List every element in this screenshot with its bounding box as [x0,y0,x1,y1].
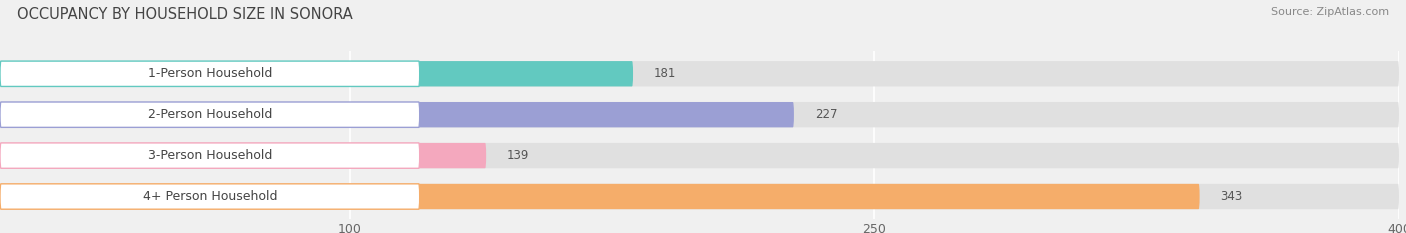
FancyBboxPatch shape [0,61,1399,86]
Text: 343: 343 [1220,190,1243,203]
FancyBboxPatch shape [0,102,794,127]
FancyBboxPatch shape [0,184,420,209]
Text: OCCUPANCY BY HOUSEHOLD SIZE IN SONORA: OCCUPANCY BY HOUSEHOLD SIZE IN SONORA [17,7,353,22]
Text: 4+ Person Household: 4+ Person Household [142,190,277,203]
FancyBboxPatch shape [0,184,1199,209]
Text: 227: 227 [815,108,838,121]
FancyBboxPatch shape [0,61,420,86]
FancyBboxPatch shape [0,184,1399,209]
Text: 139: 139 [508,149,530,162]
FancyBboxPatch shape [0,61,633,86]
Text: 1-Person Household: 1-Person Household [148,67,271,80]
Text: 181: 181 [654,67,676,80]
FancyBboxPatch shape [0,102,420,127]
FancyBboxPatch shape [0,143,1399,168]
Text: 3-Person Household: 3-Person Household [148,149,271,162]
Text: Source: ZipAtlas.com: Source: ZipAtlas.com [1271,7,1389,17]
Text: 2-Person Household: 2-Person Household [148,108,271,121]
FancyBboxPatch shape [0,143,486,168]
FancyBboxPatch shape [0,143,420,168]
FancyBboxPatch shape [0,102,1399,127]
